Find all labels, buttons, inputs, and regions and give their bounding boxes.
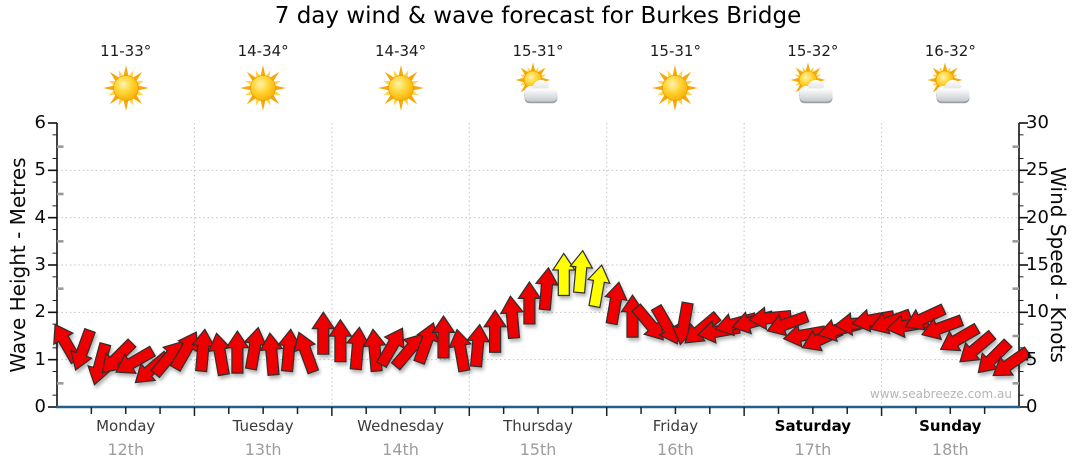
- y-tick-label-left: 3: [34, 254, 46, 275]
- temperature-range: 16-32°: [924, 42, 976, 60]
- wind-arrow: [959, 329, 997, 363]
- day-label: Thursday: [503, 417, 573, 435]
- y-tick-label-right: 10: [1026, 301, 1049, 323]
- date-label: 18th: [931, 440, 969, 459]
- wind-arrow: [939, 322, 981, 352]
- sunny-icon: [652, 65, 699, 111]
- date-label: 12th: [107, 440, 145, 459]
- wind-arrow: [517, 280, 542, 325]
- y-tick-label-left: 1: [34, 348, 46, 370]
- chart-title: 7 day wind & wave forecast for Burkes Br…: [274, 3, 802, 29]
- temperature-range: 15-32°: [787, 42, 839, 60]
- wind-arrow: [293, 331, 320, 375]
- temperature-range: 14-34°: [237, 42, 289, 60]
- temperature-range: 11-33°: [100, 42, 152, 60]
- wind-arrow: [684, 310, 722, 344]
- wind-arrow: [413, 321, 440, 365]
- wind-arrow: [225, 330, 250, 374]
- day-label: Tuesday: [232, 417, 294, 435]
- date-label: 14th: [382, 440, 419, 459]
- y-tick-label-right: 25: [1026, 159, 1049, 181]
- wind-arrow: [569, 249, 594, 294]
- wind-arrow: [920, 314, 965, 341]
- wind-arrow: [311, 311, 336, 355]
- y-tick-label-left: 6: [34, 112, 46, 133]
- wind-arrow: [604, 281, 628, 326]
- wind-arrow: [115, 345, 157, 375]
- y-tick-label-right: 15: [1026, 254, 1049, 275]
- date-label: 17th: [794, 440, 832, 459]
- temperature-range: 15-31°: [512, 42, 564, 60]
- sunny-icon: [240, 65, 287, 111]
- date-label: 13th: [244, 440, 282, 459]
- sun-cloud-icon: [515, 63, 558, 104]
- wind-arrow: [259, 332, 284, 377]
- y-tick-label-right: 20: [1026, 206, 1049, 228]
- wind-arrow: [448, 328, 472, 373]
- y-tick-label-left: 5: [34, 159, 46, 181]
- y-tick-label-left: 2: [34, 301, 46, 323]
- wind-arrow: [375, 327, 405, 369]
- wind-arrow: [328, 318, 353, 363]
- day-label: Sunday: [919, 417, 982, 435]
- y-tick-label-right: 0: [1026, 396, 1038, 417]
- temperature-range: 14-34°: [375, 42, 427, 60]
- sun-cloud-icon: [927, 63, 970, 104]
- y-tick-label-left: 0: [34, 396, 46, 417]
- sun-cloud-icon: [790, 63, 833, 104]
- day-label: Wednesday: [357, 417, 444, 435]
- wind-arrow: [534, 266, 560, 311]
- date-label: 15th: [519, 440, 557, 459]
- sunny-icon: [377, 65, 424, 111]
- wind-arrow-series: [53, 249, 1032, 386]
- y-tick-label-right: 5: [1026, 348, 1038, 370]
- sunny-icon: [102, 65, 149, 111]
- temperature-range: 15-31°: [649, 42, 701, 60]
- y-tick-label-left: 4: [34, 206, 46, 228]
- wind-arrow: [466, 323, 491, 368]
- watermark: www.seabreeze.com.au: [869, 387, 1012, 401]
- wind-arrow: [70, 327, 96, 371]
- day-label: Monday: [96, 417, 156, 435]
- wind-arrow: [992, 346, 1032, 377]
- day-label: Friday: [652, 417, 699, 435]
- day-label: Saturday: [774, 417, 852, 435]
- wind-arrow: [499, 295, 524, 340]
- wind-arrow: [904, 303, 947, 331]
- wind-arrow: [482, 309, 508, 353]
- wind-arrow: [586, 264, 611, 309]
- wind-arrow: [551, 252, 576, 297]
- wind-arrow: [766, 310, 810, 337]
- y-tick-label-right: 30: [1026, 112, 1049, 133]
- date-label: 16th: [657, 440, 694, 459]
